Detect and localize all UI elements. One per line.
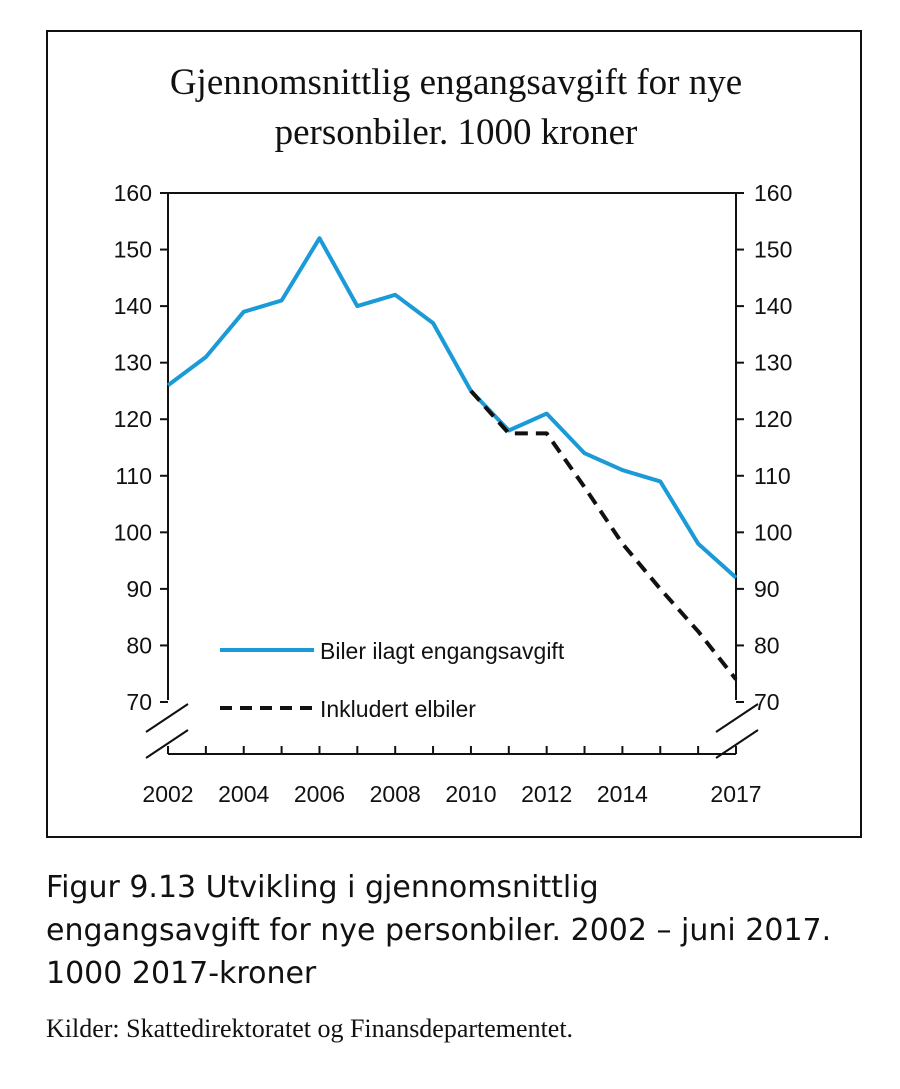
y-tick-label-right: 100 [754,519,792,545]
y-tick-label-left: 140 [114,293,152,319]
chart-title-line-1: Gjennomsnittlig engangsavgift for nye [169,62,743,103]
caption-line-3: 1000 2017-kroner [46,956,317,991]
y-tick-label-right: 150 [754,237,792,263]
right-axis-break-mark [715,729,759,759]
legend-label: Biler ilagt engangsavgift [320,638,565,664]
x-tick-label: 2004 [218,781,269,807]
y-tick-label-left: 160 [114,180,152,206]
x-tick-label: 2008 [370,781,421,807]
x-tick-label: 2014 [597,781,648,807]
y-tick-label-left: 80 [126,632,152,658]
figure-caption: Figur 9.13 Utvikling i gjennomsnittlig e… [46,866,876,995]
x-tick-label: 2002 [142,781,193,807]
y-tick-label-left: 130 [114,350,152,376]
chart-title-line-2: personbiler. 1000 kroner [274,112,638,153]
y-tick-label-right: 90 [754,576,780,602]
source-note: Kilder: Skattedirektoratet og Finansdepa… [46,1014,574,1043]
y-tick-label-right: 140 [754,293,792,319]
y-tick-label-right: 70 [754,689,780,715]
series-line-inkludert-elbiler [469,389,738,681]
caption-line-1: Figur 9.13 Utvikling i gjennomsnittlig [46,870,599,905]
right-axis-break-mark [715,703,759,733]
left-axis-break-mark [145,729,189,759]
y-tick-label-right: 110 [754,463,791,489]
left-axis-break-mark [145,703,189,733]
y-tick-label-left: 70 [126,689,152,715]
y-tick-label-left: 90 [126,576,152,602]
y-tick-label-right: 80 [754,632,780,658]
x-tick-label: 2010 [445,781,496,807]
y-tick-label-right: 130 [754,350,792,376]
y-tick-label-left: 150 [114,237,152,263]
y-tick-label-left: 120 [114,406,152,432]
y-tick-label-left: 100 [114,519,152,545]
x-tick-label: 2012 [521,781,572,807]
line-chart: 70 70 80 80 90 90 100 100 110 110 120 120 130 130 140 1… [114,180,793,807]
y-tick-label-right: 160 [754,180,792,206]
caption-line-2: engangsavgift for nye personbiler. 2002 … [46,913,832,948]
chart-frame: Gjennomsnittlig engangsavgift for nye pe… [46,30,862,838]
y-tick-label-left: 110 [115,463,152,489]
series-line-biler-ilagt-engangsavgift [166,236,738,580]
legend-label: Inkludert elbiler [320,696,476,722]
x-tick-label: 2006 [294,781,345,807]
x-tick-label: 2017 [710,781,761,807]
y-tick-label-right: 120 [754,406,792,432]
